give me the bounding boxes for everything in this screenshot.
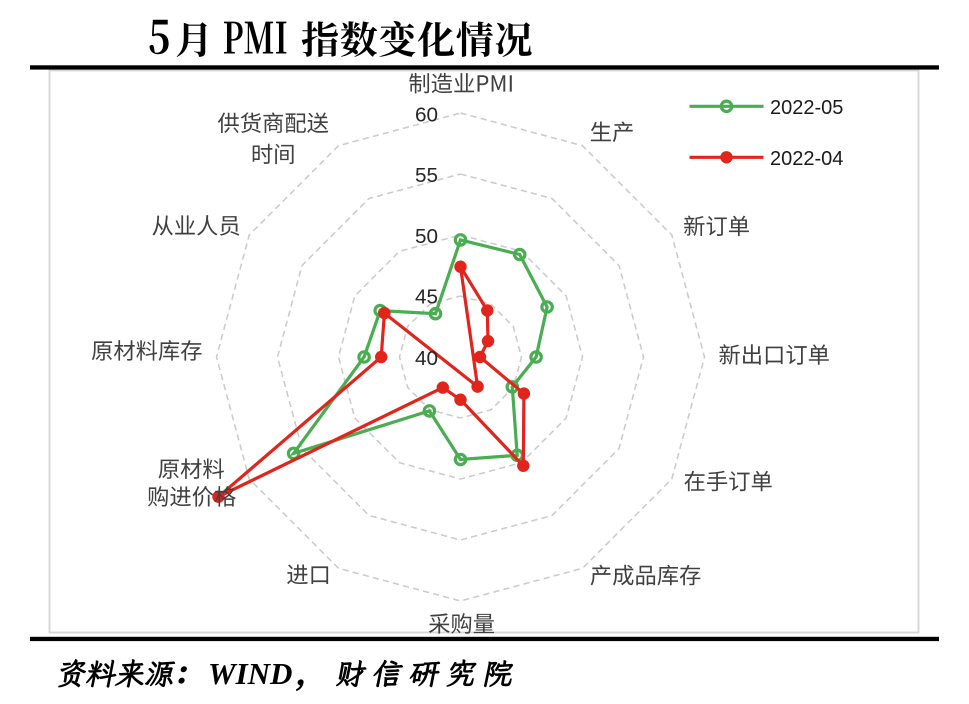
svg-text:60: 60 bbox=[415, 103, 438, 126]
svg-text:55: 55 bbox=[415, 164, 438, 187]
svg-text:WIND: WIND bbox=[208, 656, 292, 691]
svg-text:50: 50 bbox=[415, 225, 438, 248]
svg-text:45: 45 bbox=[415, 286, 438, 309]
svg-text:40: 40 bbox=[415, 347, 438, 370]
svg-text:2022-04: 2022-04 bbox=[770, 148, 843, 170]
svg-text:2022-05: 2022-05 bbox=[770, 97, 843, 119]
